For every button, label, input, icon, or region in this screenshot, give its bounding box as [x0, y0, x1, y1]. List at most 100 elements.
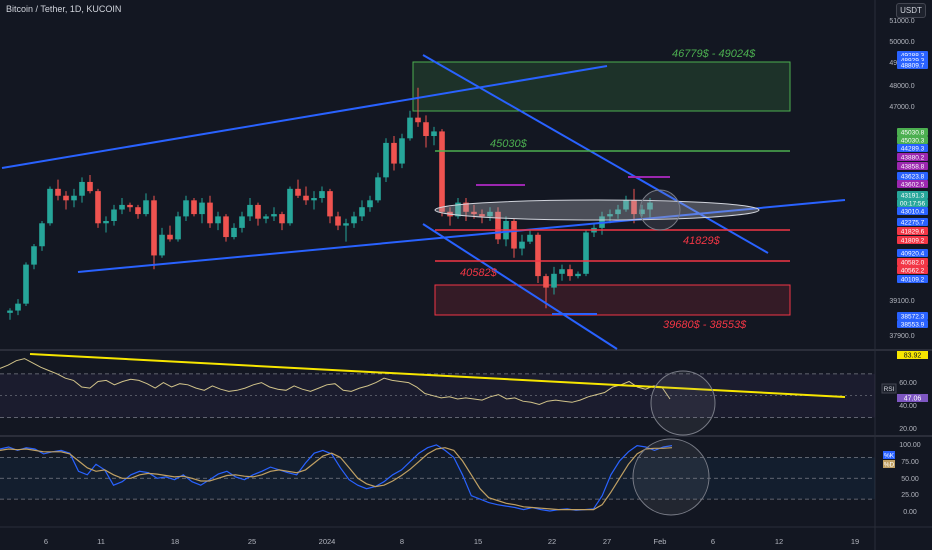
candle: [615, 204, 621, 219]
stoch-d-line: [0, 447, 673, 511]
candle: [535, 232, 541, 283]
price-tag-bg: [897, 191, 928, 199]
zone-bottom-label: 39680$ - 38553$: [663, 319, 747, 331]
candle: [135, 204, 141, 219]
price-tag-bg: [897, 207, 928, 215]
candle: [247, 198, 253, 221]
candle: [527, 230, 533, 244]
candle-body: [87, 181, 93, 192]
candle-body: [407, 117, 413, 139]
stoch-tick: 0.00: [903, 509, 917, 516]
price-tick: 37900.0: [889, 333, 914, 340]
candle-body: [127, 204, 133, 208]
price-tag-label: 45030.8: [901, 130, 925, 137]
candle-body: [359, 207, 365, 217]
candle: [87, 175, 93, 194]
price-tag-label: 43880.2: [901, 155, 925, 162]
price-tag: 38572.3: [897, 312, 928, 321]
price-tag: 45030.8: [897, 128, 928, 137]
candle: [255, 202, 261, 226]
candle-body: [535, 234, 541, 277]
candle-body: [183, 200, 189, 217]
candle-body: [295, 188, 301, 196]
rsi-value-tag: 47.06: [897, 394, 928, 403]
candle-body: [319, 191, 325, 199]
candle-body: [167, 234, 173, 240]
price-tag: 41829.6: [897, 227, 928, 236]
price-tag-label: 43010.4: [901, 209, 925, 216]
candle-body: [223, 216, 229, 238]
stoch-rsi-panel[interactable]: [0, 438, 875, 516]
candle: [215, 211, 221, 231]
price-tag-label: 43858.8: [901, 164, 925, 171]
candle-body: [511, 220, 517, 249]
candle-body: [23, 264, 29, 304]
candle-body: [343, 223, 349, 226]
candle-body: [583, 232, 589, 274]
price-tag: 40562.2: [897, 266, 928, 275]
price-tag: 43858.8: [897, 162, 928, 171]
price-tag-bg: [897, 162, 928, 170]
candle-body: [631, 200, 637, 215]
price-tag-label: 41809.2: [901, 238, 925, 245]
time-tick: 8: [400, 537, 404, 546]
price-tag-label: 44289.3: [901, 146, 925, 153]
price-tag-bg: [897, 236, 928, 244]
price-axis[interactable]: 51000.050000.049000.048000.047000.039100…: [881, 18, 928, 516]
candle: [119, 198, 125, 215]
candle-body: [527, 234, 533, 242]
candle: [479, 209, 485, 224]
candle: [567, 264, 573, 281]
candle: [239, 211, 245, 233]
candle-body: [143, 200, 149, 215]
rsi-panel[interactable]: [0, 353, 875, 436]
rsi-tag-bg: [897, 351, 928, 359]
candle-body: [279, 214, 285, 224]
candle: [583, 230, 589, 277]
time-tick: 19: [851, 537, 859, 546]
candlestick-series[interactable]: [7, 87, 653, 320]
candle-body: [231, 227, 237, 238]
candle: [7, 308, 13, 320]
price-tick: 48000.0: [889, 83, 914, 90]
candle: [47, 186, 53, 226]
candle: [159, 227, 165, 258]
price-tag-label: 38572.3: [901, 314, 925, 321]
candle-body: [495, 211, 501, 240]
currency-button[interactable]: USDT: [896, 3, 926, 18]
candle-body: [63, 195, 69, 201]
candle: [207, 195, 213, 228]
candle-body: [575, 273, 581, 277]
candle: [359, 200, 365, 221]
candle-body: [7, 310, 13, 313]
price-tag-label: 00:17:56: [900, 201, 926, 208]
candle: [559, 264, 565, 281]
price-tag: 43880.2: [897, 153, 928, 162]
candle-body: [119, 204, 125, 210]
time-axis[interactable]: 6 11 18 25 2024 8 15 22 27 Feb 6 12 19: [44, 537, 859, 546]
candle-body: [47, 188, 53, 224]
symbol-title[interactable]: Bitcoin / Tether, 1D, KUCOIN: [6, 4, 122, 14]
time-tick: 11: [97, 537, 105, 546]
zone-top-label: 46779$ - 49024$: [672, 48, 756, 60]
candle: [71, 188, 77, 208]
focus-circle: [639, 189, 681, 231]
candle: [647, 198, 653, 219]
candle: [623, 195, 629, 212]
price-tick: 51000.0: [889, 18, 914, 25]
candle: [319, 186, 325, 203]
target-label: 45030$: [490, 138, 528, 150]
candle: [487, 207, 493, 221]
candle: [143, 193, 149, 217]
price-tag-bg: [897, 249, 928, 257]
trend-drawings[interactable]: [1, 54, 846, 350]
time-tick: 18: [171, 537, 179, 546]
candle-body: [71, 195, 77, 201]
descending-upper-line: [422, 54, 769, 254]
candle: [575, 271, 581, 279]
time-tick: 25: [248, 537, 256, 546]
candle-body: [559, 269, 565, 274]
stoch-focus-circle: [632, 438, 710, 516]
